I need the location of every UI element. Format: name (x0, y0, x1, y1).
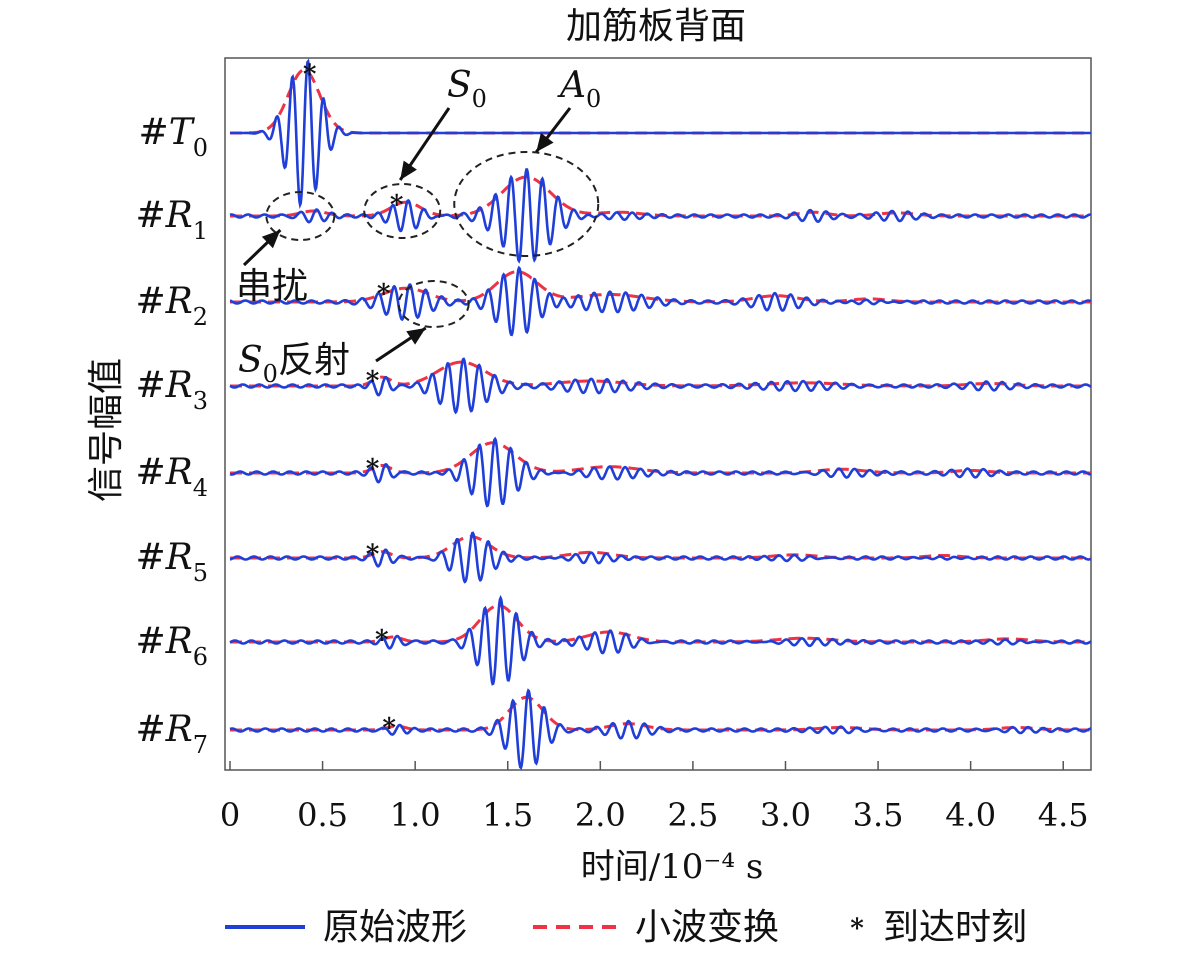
legend-item: 小波变换 (533, 907, 779, 948)
channel-label: #R1 (135, 195, 208, 245)
channel-5: #R5 * (135, 531, 1092, 587)
channel-4: #R4 * (135, 436, 1092, 508)
envelope-line (230, 695, 1091, 732)
waveform-line (229, 168, 1091, 264)
x-tick-label: 4.5 (1038, 796, 1089, 834)
arrival-marker: * (377, 280, 391, 310)
x-axis: 0 0.5 1.0 1.5 2.0 2.5 3.0 3.5 4.0 4.5 (220, 761, 1089, 834)
annotation-crosstalk: 串扰 (236, 266, 308, 307)
envelope-line (230, 535, 1091, 560)
waveform-line (229, 594, 1092, 686)
envelope-line (230, 175, 1091, 218)
arrival-marker: * (390, 191, 404, 221)
channel-1: #R1 * (135, 168, 1091, 264)
channel-7: #R7 * (135, 688, 1092, 770)
arrow-head (536, 132, 554, 152)
arrival-marker: * (366, 454, 380, 484)
waveform-line (229, 265, 1092, 337)
channel-label: #R6 (135, 621, 208, 671)
x-tick-label: 4.0 (945, 796, 996, 834)
annotation-a0: A0 (557, 65, 601, 113)
envelope-line (230, 68, 1091, 135)
x-tick-label: 2.0 (575, 796, 626, 834)
annotation-layer: S0 A0 串扰 S0反射 (236, 65, 601, 388)
annotation-ellipse (265, 191, 336, 241)
x-tick-label: 1.0 (390, 796, 441, 834)
x-axis-label: 时间/10⁻⁴ s (581, 847, 764, 887)
arrow-head (261, 230, 281, 249)
chart-title: 加筋板背面 (566, 6, 746, 47)
channel-label: #R3 (135, 365, 208, 415)
envelope-line (230, 604, 1091, 644)
legend-label: 到达时刻 (883, 907, 1027, 948)
legend-item: 原始波形 (225, 907, 467, 948)
waveform-layer: #T0 * #R1 * #R2 * #R3 * #R4 * #R5 * #R6 * #R7 * (135, 58, 1092, 770)
arrow-head (406, 328, 426, 345)
x-tick-label: 3.5 (853, 796, 904, 834)
legend-swatch-star: * (850, 914, 864, 944)
channel-label: #R5 (135, 537, 208, 587)
x-tick-label: 0 (220, 796, 240, 834)
arrival-marker: * (382, 713, 396, 743)
arrow-head (400, 160, 417, 180)
legend-label: 小波变换 (635, 907, 779, 948)
x-tick-label: 1.5 (482, 796, 533, 834)
envelope-line (230, 270, 1091, 304)
legend-label: 原始波形 (323, 907, 467, 948)
envelope-line (230, 360, 1091, 388)
legend-item: * 到达时刻 (850, 907, 1027, 948)
waveform-line (229, 688, 1092, 770)
annotation-ellipse (453, 151, 600, 257)
x-tick-label: 2.5 (667, 796, 718, 834)
annotation-ellipse (397, 280, 470, 328)
arrival-marker: * (303, 60, 317, 90)
channel-label: #R2 (135, 281, 208, 331)
annotation-ellipse (363, 183, 442, 239)
annotation-s0: S0 (447, 65, 487, 113)
waveform-line (229, 357, 1092, 415)
annotation-s0-reflection: S0反射 (238, 340, 350, 388)
y-axis-label: 信号幅值 (86, 358, 127, 502)
channel-2: #R2 * (135, 265, 1092, 337)
arrival-marker: * (375, 626, 389, 656)
plot-frame (224, 57, 1092, 771)
channel-0: #T0 * (139, 58, 1091, 210)
waveform-line (229, 531, 1092, 584)
legend: 原始波形 小波变换 * 到达时刻 (225, 907, 1027, 948)
envelope-line (230, 441, 1091, 475)
channel-label: #R4 (135, 452, 208, 502)
channel-label: #T0 (139, 112, 208, 162)
waveform-line (230, 58, 1091, 210)
x-tick-label: 0.5 (297, 796, 348, 834)
arrival-marker: * (366, 540, 380, 570)
arrival-marker: * (366, 367, 380, 397)
channel-label: #R7 (135, 709, 208, 759)
waveform-line (229, 436, 1092, 508)
x-tick-label: 3.0 (760, 796, 811, 834)
channel-3: #R3 * (135, 357, 1092, 415)
channel-6: #R6 * (135, 594, 1092, 686)
